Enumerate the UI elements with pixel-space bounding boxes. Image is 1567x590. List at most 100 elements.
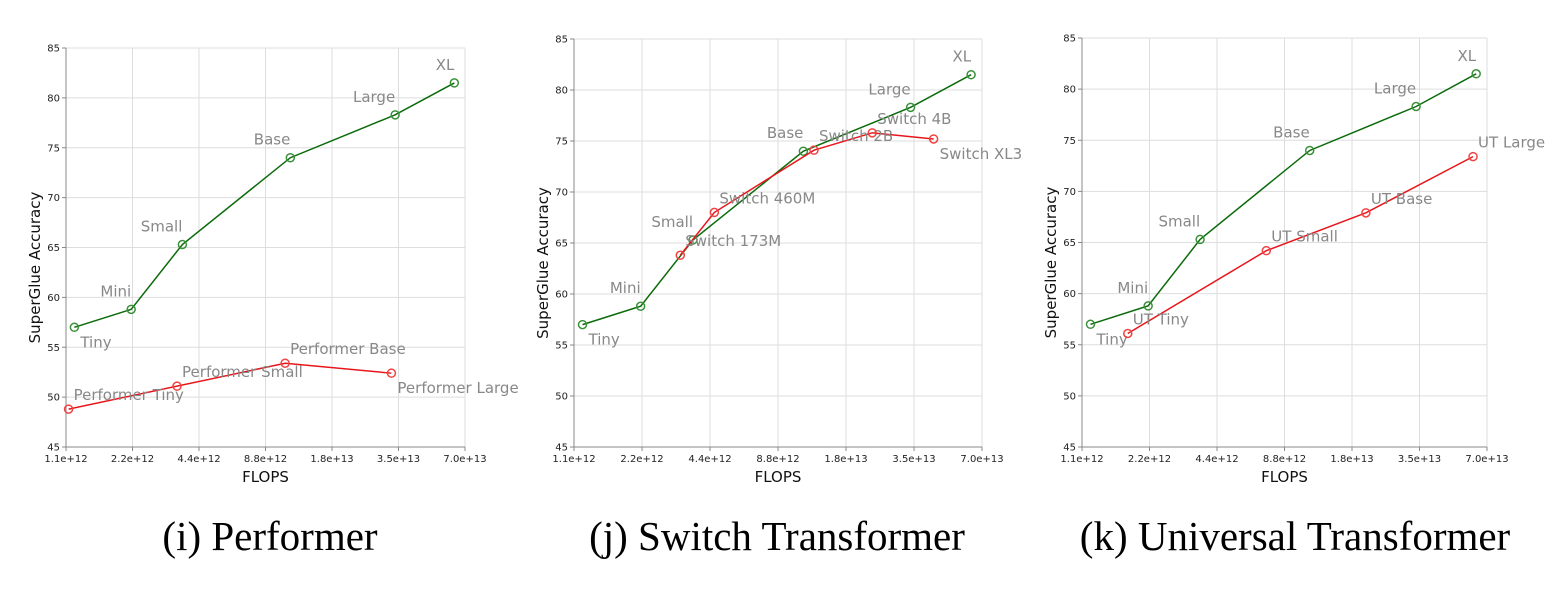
- variant-data-point: [280, 358, 290, 368]
- y-tick-label: 45: [47, 443, 60, 454]
- x-tick-label: 1.8e+13: [824, 454, 867, 465]
- baseline-data-point: [966, 69, 976, 80]
- y-tick-label: 80: [555, 86, 568, 97]
- variant-data-point: [928, 134, 939, 144]
- x-tick-label: 2.2e+12: [111, 454, 154, 465]
- point-label: UT Small: [1271, 228, 1338, 246]
- x-axis-title: FLOPS: [242, 468, 289, 486]
- x-tick-label: 8.8e+12: [756, 454, 799, 465]
- point-label: Mini: [100, 282, 131, 300]
- y-tick-label: 55: [555, 341, 568, 352]
- variant-series-line: [679, 132, 934, 256]
- x-tick-label: 2.2e+12: [1128, 454, 1171, 465]
- point-label: Performer Small: [182, 363, 303, 381]
- baseline-data-point: [126, 304, 136, 315]
- x-tick-label: 1.8e+13: [310, 454, 353, 465]
- caption-performer: (i) Performer: [162, 513, 378, 559]
- baseline-data-point: [449, 78, 460, 88]
- point-label: XL: [436, 56, 455, 74]
- baseline-data-point: [390, 110, 400, 120]
- point-label: Small: [651, 213, 693, 231]
- variant-series-line: [68, 362, 392, 410]
- point-label: Switch 173M: [685, 232, 781, 250]
- point-label: UT Tiny: [1133, 311, 1189, 329]
- point-label: Tiny: [588, 331, 620, 349]
- y-tick-label: 55: [47, 343, 60, 354]
- x-tick-label: 4.4e+12: [688, 454, 731, 465]
- x-axis-title: FLOPS: [1261, 468, 1308, 486]
- variant-data-point: [1468, 151, 1478, 162]
- y-tick-label: 70: [1063, 187, 1076, 198]
- y-tick-label: 85: [1063, 34, 1076, 45]
- x-tick-label: 8.8e+12: [1263, 454, 1306, 465]
- variant-data-point: [709, 207, 720, 218]
- point-label: Large: [868, 80, 910, 98]
- x-tick-label: 4.4e+12: [177, 454, 220, 465]
- variant-data-point: [809, 145, 819, 155]
- y-tick-label: 85: [47, 44, 60, 55]
- baseline-series-line: [74, 82, 455, 329]
- variant-data-point: [63, 404, 74, 414]
- point-label: XL: [1458, 47, 1477, 65]
- y-tick-label: 50: [1063, 391, 1076, 402]
- y-tick-label: 75: [47, 143, 60, 154]
- y-tick-label: 60: [47, 293, 60, 304]
- y-axis-title: SuperGlue Accuracy: [1042, 187, 1060, 339]
- x-tick-label: 7.0e+13: [960, 454, 1003, 465]
- y-tick-label: 65: [555, 239, 568, 250]
- point-label: Tiny: [1095, 330, 1127, 348]
- x-tick-label: 3.5e+13: [892, 454, 935, 465]
- baseline-data-point: [1085, 319, 1096, 330]
- x-tick-label: 8.8e+12: [244, 454, 287, 465]
- point-label: Mini: [1117, 279, 1148, 297]
- x-tick-label: 1.8e+13: [1330, 454, 1373, 465]
- point-label: Small: [1158, 212, 1200, 230]
- point-label: Base: [767, 124, 804, 142]
- y-tick-label: 80: [1063, 85, 1076, 96]
- x-tick-label: 1.1e+12: [552, 454, 595, 465]
- y-axis-title: SuperGlue Accuracy: [26, 192, 44, 344]
- y-tick-label: 60: [555, 290, 568, 301]
- point-label: Performer Tiny: [74, 386, 184, 404]
- point-label: Switch XL3: [940, 145, 1023, 163]
- x-axis-title: FLOPS: [755, 468, 802, 486]
- baseline-data-point: [905, 102, 916, 113]
- point-label: Tiny: [79, 333, 111, 351]
- variant-data-point: [172, 381, 182, 391]
- baseline-data-point: [1471, 69, 1481, 79]
- point-label: UT Base: [1371, 190, 1432, 208]
- x-tick-label: 7.0e+13: [443, 454, 486, 465]
- caption-switch-transformer: (j) Switch Transformer: [589, 513, 965, 559]
- x-tick-label: 7.0e+13: [1465, 454, 1508, 465]
- variant-data-point: [1261, 245, 1272, 256]
- y-tick-label: 75: [555, 137, 568, 148]
- y-axis-title: SuperGlue Accuracy: [534, 187, 552, 339]
- point-label: Large: [1374, 80, 1416, 98]
- variant-data-point: [386, 368, 397, 378]
- baseline-data-point: [577, 319, 588, 330]
- x-tick-label: 1.1e+12: [1060, 454, 1103, 465]
- point-label: Mini: [610, 279, 641, 297]
- y-tick-label: 75: [1063, 136, 1076, 147]
- x-tick-label: 1.1e+12: [44, 454, 87, 465]
- y-tick-label: 70: [555, 188, 568, 199]
- x-tick-label: 4.4e+12: [1195, 454, 1238, 465]
- y-tick-label: 45: [555, 443, 568, 454]
- baseline-data-point: [1411, 101, 1421, 112]
- variant-data-point: [675, 250, 686, 260]
- baseline-series-line: [1090, 73, 1477, 326]
- y-tick-label: 55: [1063, 340, 1076, 351]
- variant-series-line: [1127, 155, 1474, 335]
- point-label: XL: [952, 48, 971, 66]
- y-tick-label: 70: [47, 193, 60, 204]
- baseline-data-point: [285, 152, 296, 163]
- y-tick-label: 50: [555, 392, 568, 403]
- variant-data-point: [867, 128, 878, 138]
- point-label: Base: [1273, 123, 1310, 141]
- point-label: Large: [353, 88, 395, 106]
- chart-universal-transformer: 45 50 55 60 65 70 75 80 85 1.1e+12 2.2e+12 4.4e+12 8…: [1042, 34, 1545, 487]
- variant-data-point: [1361, 208, 1371, 218]
- point-label: Performer Large: [397, 379, 518, 397]
- point-label: Performer Base: [290, 340, 406, 358]
- y-tick-label: 50: [47, 393, 60, 404]
